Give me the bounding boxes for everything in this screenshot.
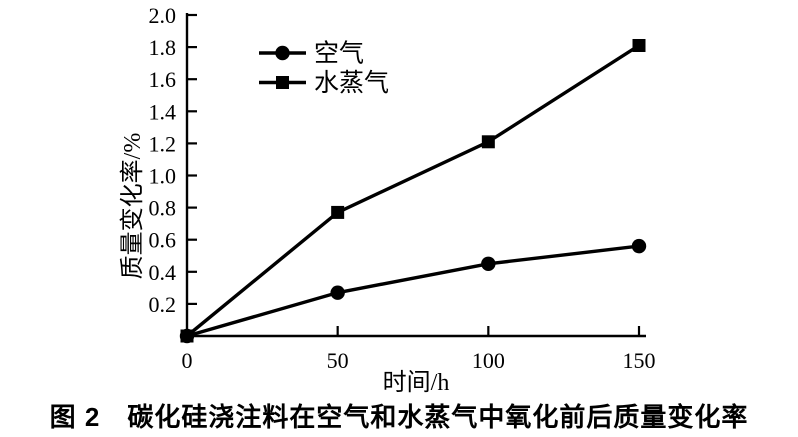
series-line-air bbox=[185, 244, 641, 338]
y-tick-label: 1.8 bbox=[149, 35, 177, 60]
y-tick-label: 1.6 bbox=[149, 67, 177, 92]
chart: 0.2 0.4 0.6 0.8 1.0 1.2 1.4 1.6 1.8 2.0 0 50 100 150 质… bbox=[119, 3, 656, 396]
data-point-steam-1 bbox=[331, 205, 345, 219]
x-tick-label: 0 bbox=[182, 348, 193, 373]
x-axis-label: 时间/h bbox=[383, 369, 450, 395]
series-line-steam bbox=[185, 43, 641, 338]
x-tick-label: 50 bbox=[327, 348, 349, 373]
y-tick-label: 1.0 bbox=[149, 164, 177, 189]
y-tick-label: 0.2 bbox=[149, 292, 177, 317]
y-tick-label: 0.8 bbox=[149, 196, 177, 221]
figure-caption: 图 2 碳化硅浇注料在空气和水蒸气中氧化前后质量变化率 bbox=[49, 402, 749, 432]
x-tick-label: 150 bbox=[623, 348, 656, 373]
y-tick-label: 0.6 bbox=[149, 228, 177, 253]
data-point-steam-3 bbox=[632, 38, 646, 52]
legend-label-steam: 水蒸气 bbox=[314, 69, 389, 97]
y-tick-label: 2.0 bbox=[149, 3, 177, 28]
y-axis-label: 质量变化率/% bbox=[119, 133, 146, 280]
legend-marker-steam bbox=[276, 76, 289, 89]
data-point-steam-2 bbox=[481, 135, 495, 149]
legend-label-air: 空气 bbox=[314, 40, 364, 68]
data-point-air-3 bbox=[631, 238, 647, 254]
data-point-steam-0 bbox=[180, 329, 194, 343]
data-point-air-2 bbox=[481, 256, 496, 271]
y-tick-label: 1.2 bbox=[149, 131, 177, 156]
y-tick-label: 1.4 bbox=[149, 99, 177, 124]
x-tick-label: 100 bbox=[472, 348, 505, 373]
data-point-air-1 bbox=[330, 285, 345, 300]
legend-marker-air bbox=[275, 45, 290, 61]
y-tick-label: 0.4 bbox=[149, 260, 177, 285]
